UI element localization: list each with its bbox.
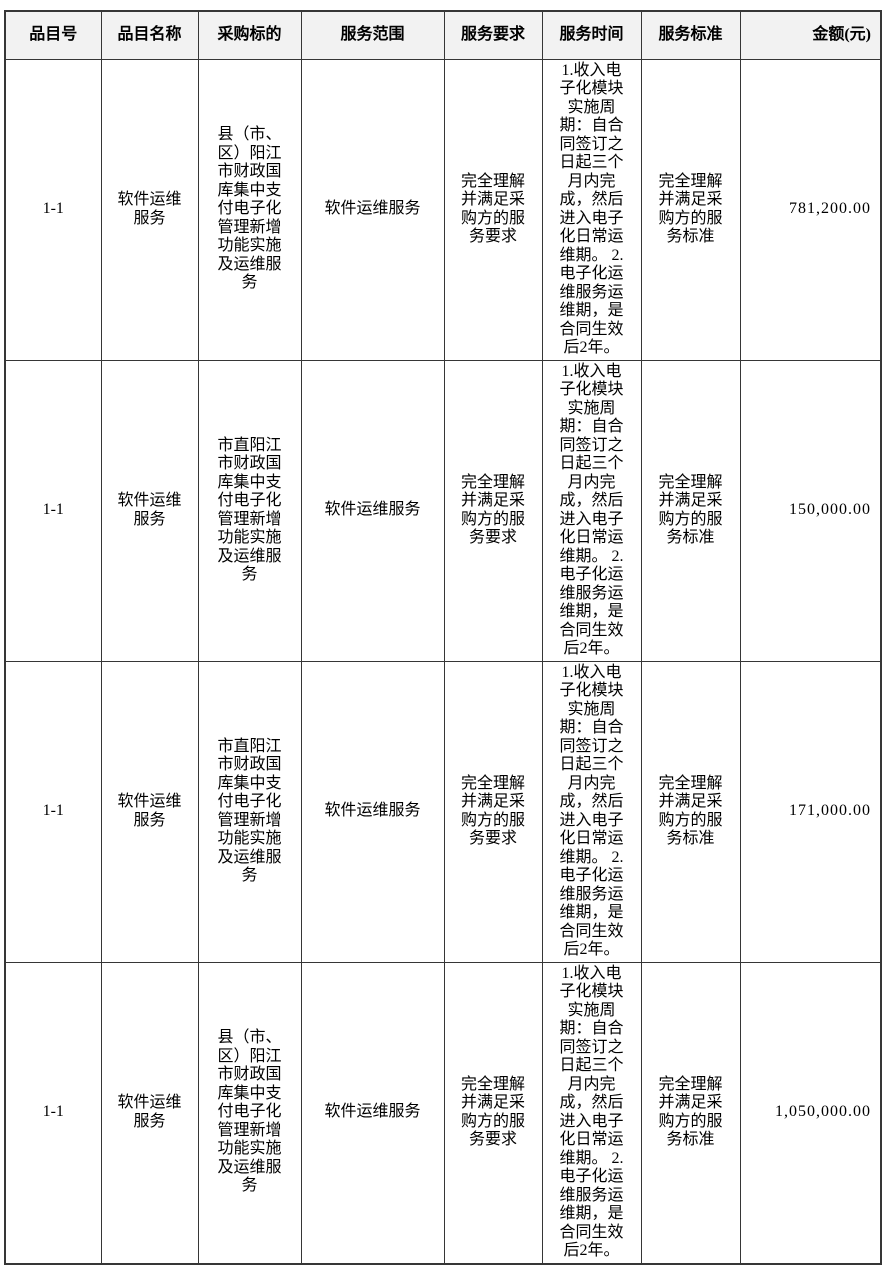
cell-amount: 1,050,000.00 — [739, 961, 882, 1264]
cell-procurement-target: 市直阳江市财政国库集中支付电子化管理新增功能实施及运维服务 — [197, 359, 302, 662]
cell-item-name: 软件运维服务 — [100, 660, 199, 963]
cell-service-standard: 完全理解并满足采购方的服务标准 — [640, 58, 741, 361]
cell-item-name: 软件运维服务 — [100, 359, 199, 662]
cell-service-standard: 完全理解并满足采购方的服务标准 — [640, 359, 741, 662]
cell-service-time: 1.收入电子化模块实施周期：自合同签订之日起三个月内完成，然后进入电子化日常运维… — [541, 961, 642, 1264]
cell-service-scope: 软件运维服务 — [300, 359, 445, 662]
col-header-service-standard: 服务标准 — [640, 10, 741, 60]
col-header-service-time: 服务时间 — [541, 10, 642, 60]
cell-service-standard: 完全理解并满足采购方的服务标准 — [640, 961, 741, 1264]
cell-service-scope: 软件运维服务 — [300, 961, 445, 1264]
cell-amount: 781,200.00 — [739, 58, 882, 361]
cell-procurement-target: 县（市、区）阳江市财政国库集中支付电子化管理新增功能实施及运维服务 — [197, 961, 302, 1264]
col-header-procurement-target: 采购标的 — [197, 10, 302, 60]
cell-service-standard: 完全理解并满足采购方的服务标准 — [640, 660, 741, 963]
cell-procurement-target: 市直阳江市财政国库集中支付电子化管理新增功能实施及运维服务 — [197, 660, 302, 963]
table-row: 1-1 软件运维服务 县（市、区）阳江市财政国库集中支付电子化管理新增功能实施及… — [4, 58, 882, 361]
col-header-service-requirement: 服务要求 — [443, 10, 543, 60]
page: 品目号 品目名称 采购标的 服务范围 服务要求 服务时间 服务标准 金额(元) … — [0, 10, 884, 1283]
cell-amount: 171,000.00 — [739, 660, 882, 963]
cell-service-time: 1.收入电子化模块实施周期：自合同签订之日起三个月内完成，然后进入电子化日常运维… — [541, 58, 642, 361]
cell-service-time: 1.收入电子化模块实施周期：自合同签订之日起三个月内完成，然后进入电子化日常运维… — [541, 660, 642, 963]
cell-amount: 150,000.00 — [739, 359, 882, 662]
cell-item-no: 1-1 — [4, 359, 102, 662]
cell-service-requirement: 完全理解并满足采购方的服务要求 — [443, 359, 543, 662]
table-row: 1-1 软件运维服务 县（市、区）阳江市财政国库集中支付电子化管理新增功能实施及… — [4, 961, 882, 1264]
col-header-service-scope: 服务范围 — [300, 10, 445, 60]
cell-service-scope: 软件运维服务 — [300, 58, 445, 361]
cell-service-requirement: 完全理解并满足采购方的服务要求 — [443, 961, 543, 1264]
table-row: 1-1 软件运维服务 市直阳江市财政国库集中支付电子化管理新增功能实施及运维服务… — [4, 359, 882, 662]
procurement-items-table: 品目号 品目名称 采购标的 服务范围 服务要求 服务时间 服务标准 金额(元) … — [4, 10, 882, 1265]
cell-item-name: 软件运维服务 — [100, 961, 199, 1264]
col-header-amount: 金额(元) — [739, 10, 882, 60]
table-row: 1-1 软件运维服务 市直阳江市财政国库集中支付电子化管理新增功能实施及运维服务… — [4, 660, 882, 963]
cell-item-name: 软件运维服务 — [100, 58, 199, 361]
cell-procurement-target: 县（市、区）阳江市财政国库集中支付电子化管理新增功能实施及运维服务 — [197, 58, 302, 361]
cell-service-requirement: 完全理解并满足采购方的服务要求 — [443, 660, 543, 963]
cell-item-no: 1-1 — [4, 660, 102, 963]
cell-service-scope: 软件运维服务 — [300, 660, 445, 963]
cell-item-no: 1-1 — [4, 58, 102, 361]
header-row: 品目号 品目名称 采购标的 服务范围 服务要求 服务时间 服务标准 金额(元) — [4, 10, 882, 60]
col-header-item-name: 品目名称 — [100, 10, 199, 60]
col-header-item-no: 品目号 — [4, 10, 102, 60]
cell-service-time: 1.收入电子化模块实施周期：自合同签订之日起三个月内完成，然后进入电子化日常运维… — [541, 359, 642, 662]
cell-service-requirement: 完全理解并满足采购方的服务要求 — [443, 58, 543, 361]
cell-item-no: 1-1 — [4, 961, 102, 1264]
